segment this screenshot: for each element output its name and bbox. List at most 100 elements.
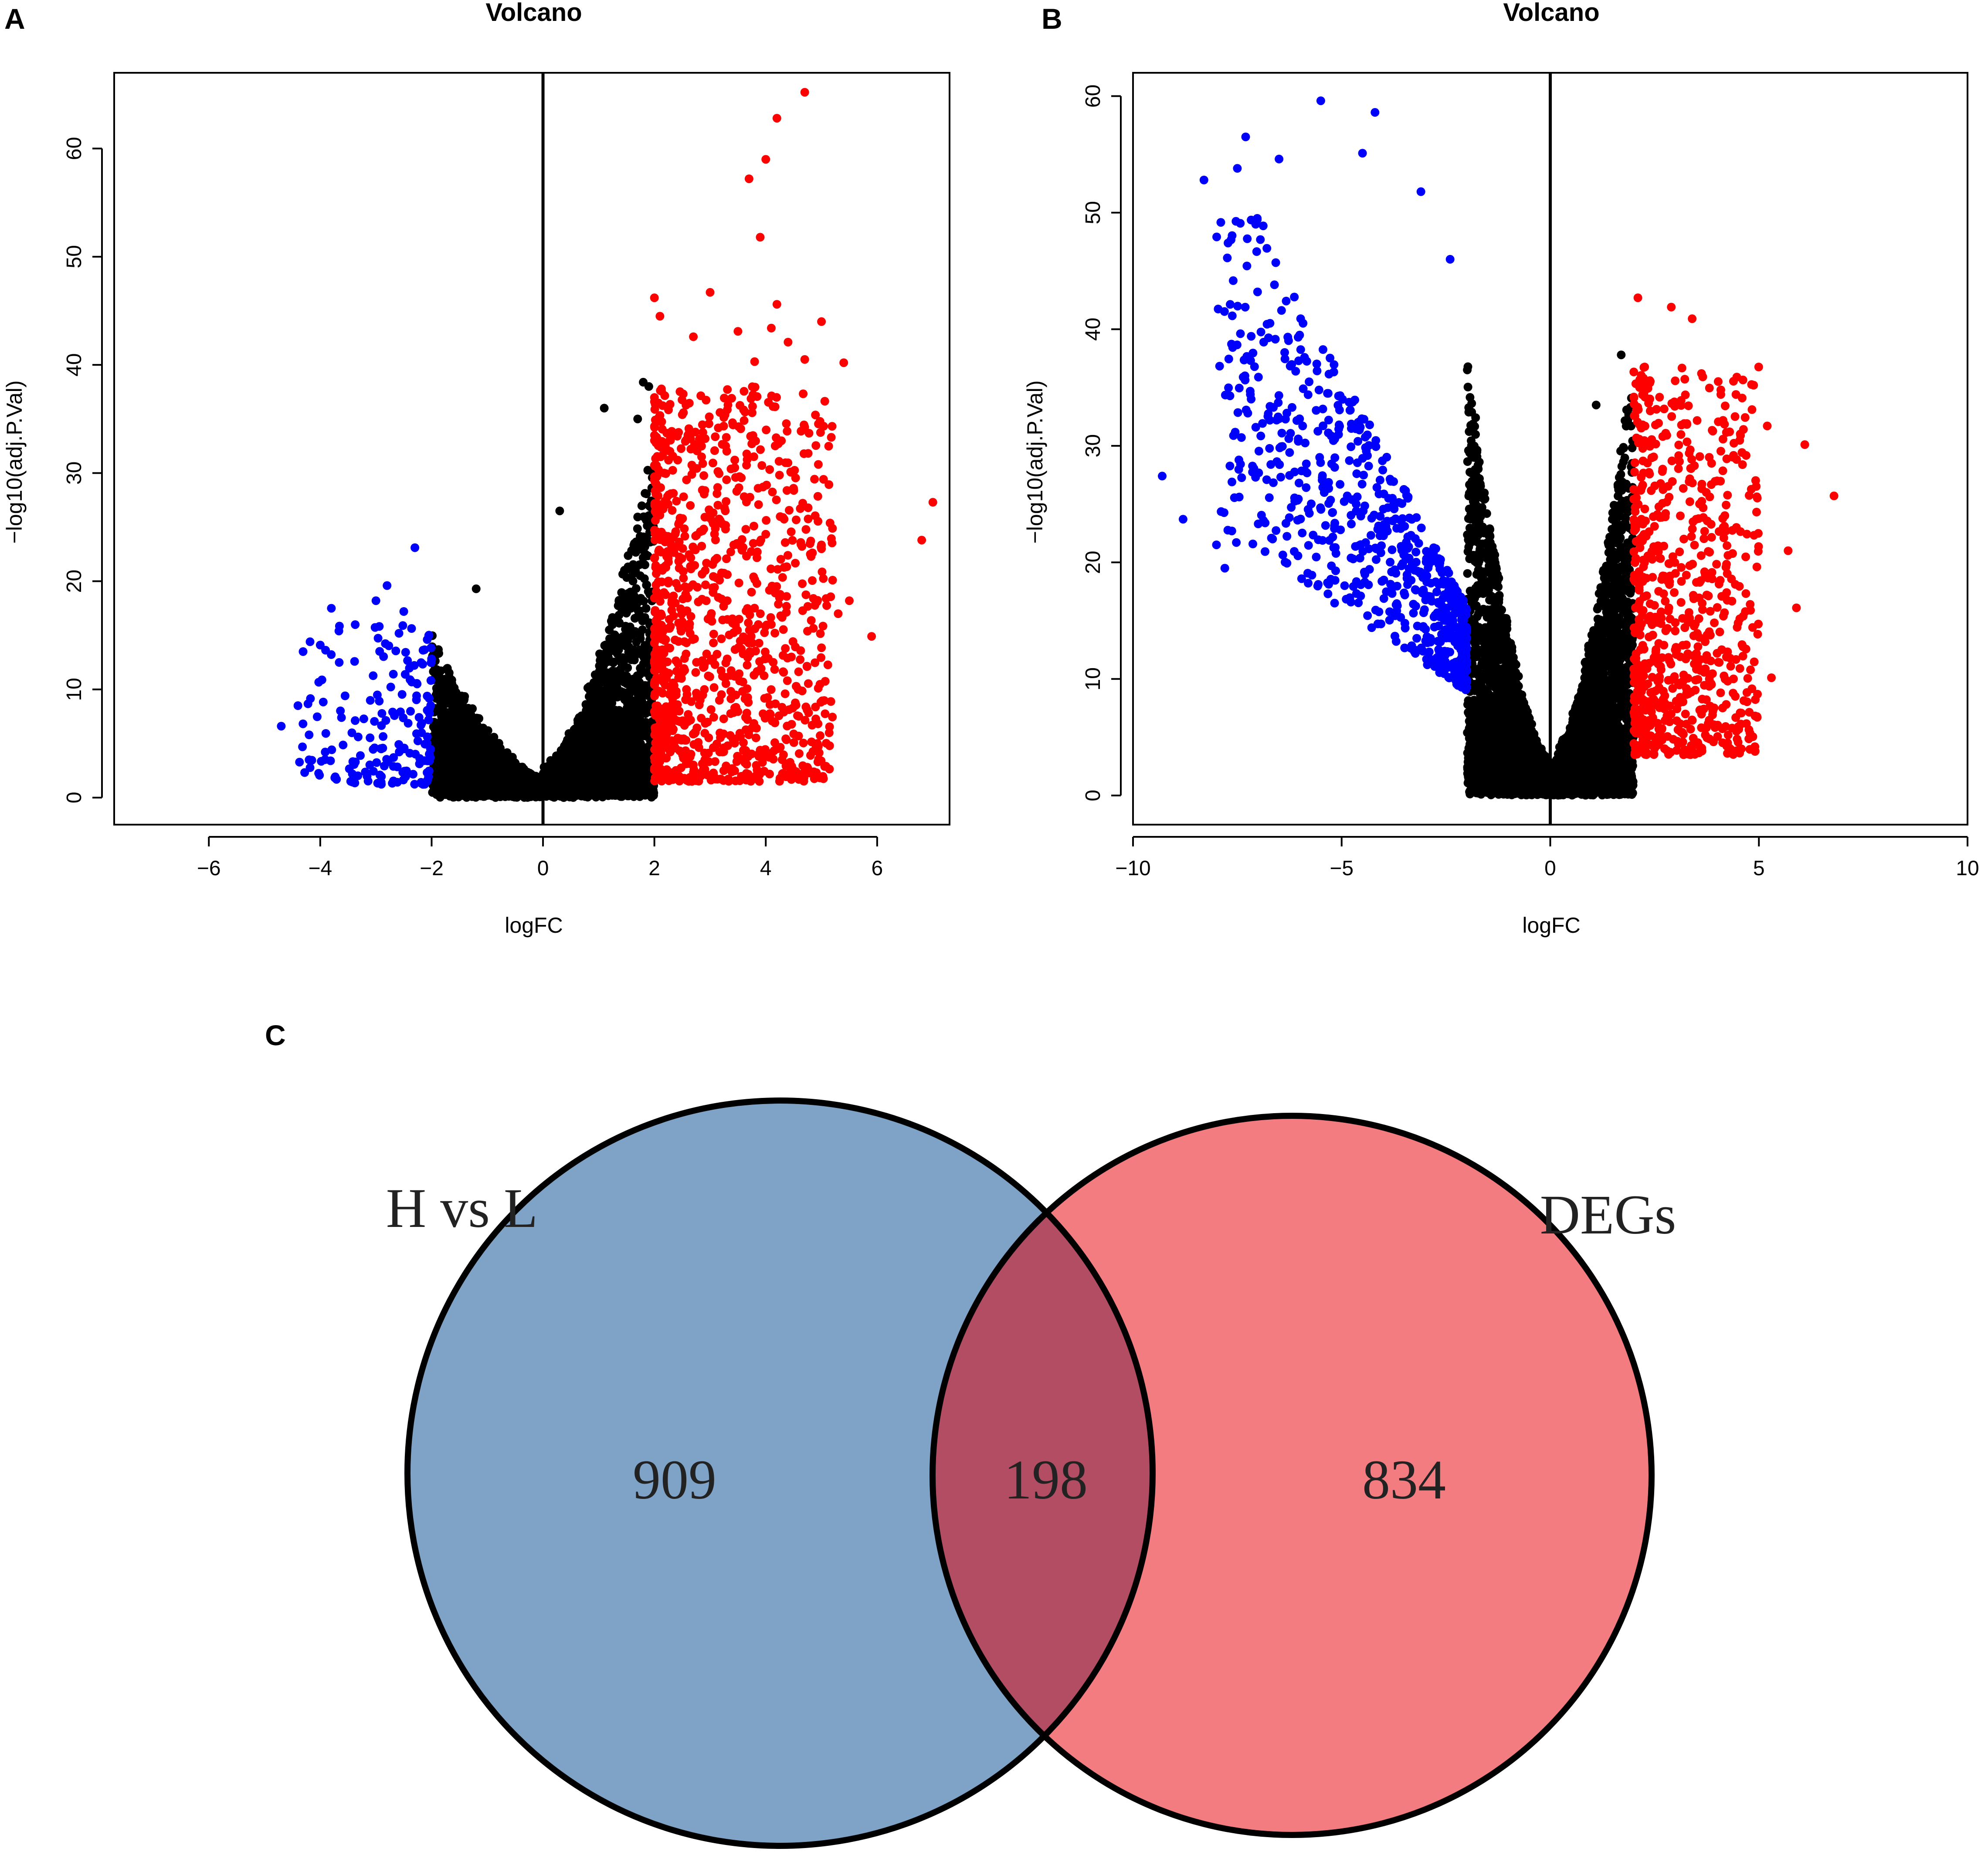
data-point-not-significant	[468, 754, 477, 763]
data-point-not-significant	[554, 758, 563, 767]
data-point-up	[796, 646, 805, 655]
data-point-not-significant	[468, 704, 477, 713]
data-point-up	[815, 680, 824, 689]
data-point-up	[813, 492, 822, 501]
data-point-up	[739, 738, 748, 747]
data-point-not-significant	[449, 690, 458, 699]
data-point-not-significant	[438, 758, 448, 768]
data-point-up	[731, 473, 740, 482]
data-point-not-significant	[485, 763, 494, 772]
data-point-up	[828, 713, 837, 722]
data-point-not-significant	[446, 737, 455, 747]
data-point-up	[734, 483, 743, 492]
data-point-not-significant	[439, 710, 448, 720]
data-point-up	[754, 639, 763, 648]
data-point-not-significant	[474, 783, 483, 792]
data-point-up	[785, 506, 794, 515]
data-point-up	[778, 573, 787, 582]
data-point-up	[730, 455, 740, 465]
data-point-not-significant	[635, 532, 645, 541]
data-point-not-significant	[614, 779, 623, 788]
data-point-not-significant	[605, 728, 614, 737]
data-point-not-significant	[620, 767, 629, 776]
data-point-up	[741, 525, 750, 534]
data-point-not-significant	[563, 764, 572, 773]
data-point-up	[768, 487, 777, 496]
data-point-not-significant	[624, 648, 633, 657]
data-point-not-significant	[476, 760, 485, 769]
data-point-up	[681, 582, 690, 591]
data-point-up	[750, 522, 758, 530]
data-point-up	[686, 501, 695, 510]
data-point-up	[787, 527, 796, 537]
data-point-up	[817, 643, 826, 652]
data-point-not-significant	[620, 566, 629, 575]
data-point-up	[719, 714, 728, 724]
data-point-up	[657, 578, 666, 586]
data-point-not-significant	[617, 588, 626, 597]
data-point-up	[720, 394, 729, 403]
data-point-up	[715, 469, 724, 478]
data-point-up	[695, 700, 704, 710]
data-point-not-significant	[570, 724, 580, 734]
data-point-up	[811, 441, 821, 450]
data-point-up	[723, 385, 732, 394]
data-point-not-significant	[639, 700, 648, 709]
data-point-not-significant	[611, 735, 620, 744]
data-point-not-significant	[637, 666, 646, 675]
data-point-not-significant	[599, 790, 608, 799]
data-point-not-significant	[472, 584, 481, 593]
panel-letter-b: B	[1041, 3, 1062, 35]
data-point-not-significant	[639, 597, 648, 606]
data-point-up	[710, 446, 719, 455]
data-point-up	[795, 749, 804, 758]
chart-title-a: Volcano	[485, 0, 582, 27]
data-point-up	[776, 611, 785, 620]
data-point-up	[698, 570, 707, 579]
data-point-not-significant	[621, 622, 630, 631]
data-point-up	[774, 600, 783, 609]
data-point-not-significant	[642, 581, 651, 589]
data-point-not-significant	[459, 761, 468, 770]
data-point-not-significant	[488, 774, 497, 783]
data-point-up	[671, 635, 680, 645]
data-point-up	[767, 620, 776, 629]
data-point-up	[731, 703, 740, 712]
data-point-not-significant	[499, 791, 508, 800]
data-point-not-significant	[631, 700, 641, 709]
data-point-not-significant	[553, 785, 561, 795]
data-point-not-significant	[477, 733, 486, 742]
data-point-up	[722, 475, 731, 484]
data-point-up	[783, 721, 792, 730]
data-point-up	[776, 590, 785, 599]
data-point-not-significant	[619, 754, 628, 763]
data-point-not-significant	[458, 744, 468, 753]
data-point-up	[825, 722, 834, 731]
data-point-not-significant	[611, 636, 620, 645]
data-point-not-significant	[585, 754, 594, 763]
data-point-not-significant	[599, 661, 608, 670]
data-point-not-significant	[474, 724, 483, 734]
data-point-up	[814, 460, 823, 469]
data-point-up	[772, 393, 781, 402]
data-point-not-significant	[437, 749, 446, 758]
data-point-up	[797, 427, 806, 436]
data-point-up	[765, 769, 774, 778]
data-point-up	[754, 500, 763, 509]
data-point-not-significant	[614, 611, 624, 620]
data-point-up	[705, 412, 714, 421]
data-point-not-significant	[555, 506, 564, 516]
data-point-not-significant	[466, 736, 475, 745]
data-point-not-significant	[624, 744, 634, 753]
data-point-not-significant	[616, 742, 625, 751]
data-point-up	[783, 676, 792, 685]
data-point-up	[709, 572, 718, 581]
data-point-not-significant	[508, 785, 517, 794]
data-point-up	[712, 489, 722, 498]
data-point-not-significant	[633, 414, 642, 424]
data-point-not-significant	[615, 653, 624, 662]
data-point-not-significant	[637, 501, 646, 510]
data-point-up	[753, 667, 762, 676]
data-point-up	[811, 658, 820, 667]
data-point-not-significant	[607, 698, 617, 707]
